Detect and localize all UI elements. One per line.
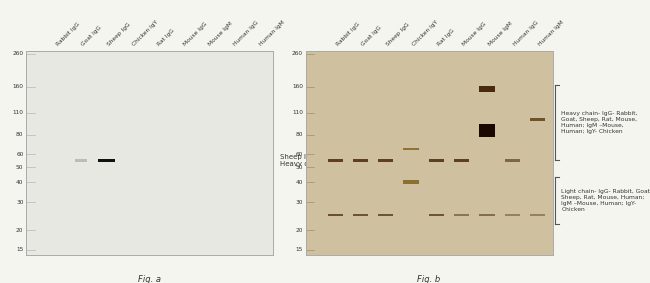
Text: 20: 20	[16, 228, 23, 233]
Text: Goat IgG: Goat IgG	[81, 25, 103, 47]
Text: Light chain- IgG- Rabbit, Goat,
Sheep, Rat, Mouse, Human;
IgM –Mouse, Human; IgY: Light chain- IgG- Rabbit, Goat, Sheep, R…	[561, 189, 650, 212]
Text: Rabbit IgG: Rabbit IgG	[56, 22, 81, 47]
Text: 30: 30	[296, 200, 303, 205]
Bar	[353, 159, 368, 162]
Text: Rat IgG: Rat IgG	[157, 28, 176, 47]
Text: 40: 40	[296, 180, 303, 185]
Text: 160: 160	[292, 84, 303, 89]
Bar	[530, 214, 545, 216]
Bar	[75, 159, 86, 162]
Text: Human IgG: Human IgG	[233, 20, 260, 47]
Text: 60: 60	[16, 152, 23, 157]
Bar	[328, 159, 343, 162]
Bar	[480, 86, 495, 92]
Text: 20: 20	[296, 228, 303, 233]
Bar	[353, 214, 368, 216]
Text: 260: 260	[12, 51, 23, 56]
Bar	[454, 159, 469, 162]
Text: Goat IgG: Goat IgG	[361, 25, 382, 47]
Bar	[505, 159, 520, 162]
Text: 40: 40	[16, 180, 23, 185]
Bar	[454, 214, 469, 216]
Text: 50: 50	[16, 164, 23, 170]
Text: Fig. b: Fig. b	[417, 275, 441, 283]
Bar	[429, 159, 444, 162]
Text: 110: 110	[292, 110, 303, 115]
Text: Chicken IgY: Chicken IgY	[131, 19, 159, 47]
Bar	[328, 214, 343, 216]
Bar	[505, 214, 520, 216]
Text: 30: 30	[16, 200, 23, 205]
Text: Chicken IgY: Chicken IgY	[411, 19, 439, 47]
Bar	[429, 214, 444, 216]
Text: 260: 260	[292, 51, 303, 56]
Text: Fig. a: Fig. a	[138, 275, 161, 283]
Text: Heavy chain- IgG- Rabbit,
Goat, Sheep, Rat, Mouse,
Human; IgM –Mouse,
Human; IgY: Heavy chain- IgG- Rabbit, Goat, Sheep, R…	[561, 112, 638, 134]
Bar	[404, 180, 419, 185]
Text: Mouse IgM: Mouse IgM	[487, 21, 513, 47]
Text: Sheep IgG: Sheep IgG	[106, 22, 131, 47]
Text: Mouse IgM: Mouse IgM	[207, 21, 233, 47]
Text: Human IgG: Human IgG	[512, 20, 540, 47]
Bar	[480, 124, 495, 137]
Bar	[378, 159, 393, 162]
Text: 50: 50	[296, 164, 303, 170]
Text: Sheep IgG
Heavy chain: Sheep IgG Heavy chain	[280, 154, 324, 167]
Bar	[404, 147, 419, 151]
Text: Human IgM: Human IgM	[538, 20, 565, 47]
Bar	[378, 214, 393, 216]
Text: 15: 15	[16, 247, 23, 252]
Text: Sheep IgG: Sheep IgG	[385, 22, 411, 47]
Text: Human IgM: Human IgM	[258, 20, 285, 47]
Text: 80: 80	[296, 132, 303, 137]
Text: Mouse IgG: Mouse IgG	[462, 21, 488, 47]
Text: 160: 160	[12, 84, 23, 89]
Text: 60: 60	[296, 152, 303, 157]
Text: 80: 80	[16, 132, 23, 137]
Bar	[98, 159, 114, 162]
Bar	[480, 214, 495, 216]
Text: Rabbit IgG: Rabbit IgG	[335, 22, 361, 47]
Text: 110: 110	[12, 110, 23, 115]
Text: Mouse IgG: Mouse IgG	[182, 21, 208, 47]
Bar	[530, 118, 545, 121]
Text: 15: 15	[296, 247, 303, 252]
Text: Rat IgG: Rat IgG	[436, 28, 456, 47]
